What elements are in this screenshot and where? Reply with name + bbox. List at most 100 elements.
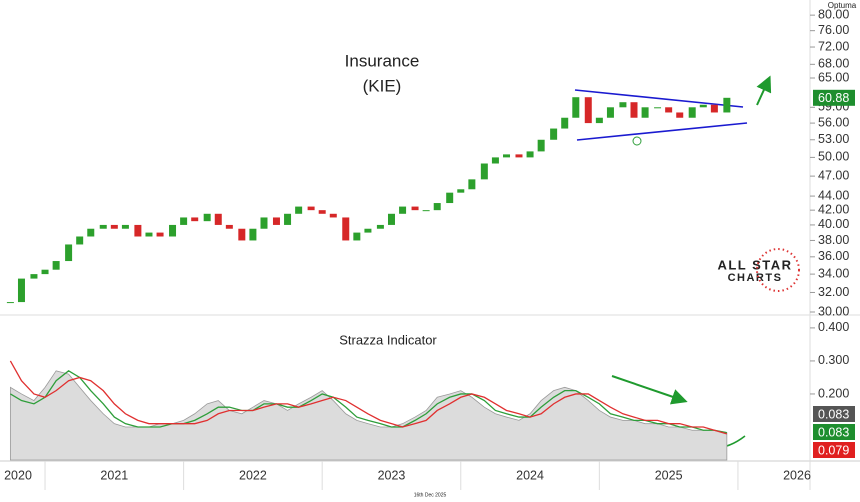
x-tick-label: 2023 bbox=[378, 468, 406, 482]
y-tick-label: 0.300 bbox=[818, 353, 849, 367]
candle bbox=[376, 224, 384, 229]
indicator-title: Strazza Indicator bbox=[339, 332, 437, 347]
last-value-box bbox=[813, 89, 855, 106]
y-tick-label: 44.00 bbox=[818, 188, 849, 202]
candle bbox=[214, 213, 222, 225]
candle bbox=[329, 213, 337, 218]
candle bbox=[665, 107, 673, 113]
candle bbox=[630, 102, 638, 118]
candle bbox=[180, 217, 188, 225]
y-tick-label: 0.200 bbox=[818, 386, 849, 400]
candle bbox=[121, 224, 129, 229]
candle bbox=[307, 206, 315, 211]
last-value-label: 60.88 bbox=[818, 91, 849, 105]
chart-title: Insurance bbox=[345, 51, 420, 70]
candle bbox=[225, 224, 233, 229]
candle bbox=[17, 278, 25, 303]
indicator-line bbox=[10, 370, 727, 434]
candle bbox=[156, 232, 164, 237]
y-tick-label: 36.00 bbox=[818, 249, 849, 263]
candle bbox=[41, 269, 49, 275]
candle bbox=[480, 163, 488, 180]
candle bbox=[619, 102, 627, 108]
trendline bbox=[576, 122, 748, 141]
x-tick-label: 2020 bbox=[4, 468, 32, 482]
candle bbox=[65, 244, 73, 262]
candle bbox=[723, 97, 731, 113]
y-tick-label: 53.00 bbox=[818, 132, 849, 146]
candle bbox=[238, 228, 246, 241]
candle bbox=[457, 189, 465, 193]
indicator-line bbox=[9, 360, 728, 435]
candle bbox=[145, 232, 153, 237]
last-value-box bbox=[813, 442, 855, 458]
y-tick-label: 32.00 bbox=[818, 285, 849, 299]
candle bbox=[353, 232, 361, 241]
y-tick-label: 0.400 bbox=[818, 320, 849, 334]
y-tick-label: 30.00 bbox=[818, 304, 849, 318]
candle bbox=[169, 224, 177, 237]
x-tick-label: 2022 bbox=[239, 468, 267, 482]
candle bbox=[364, 228, 372, 233]
last-value-label: 0.079 bbox=[818, 443, 849, 457]
candle bbox=[272, 217, 280, 225]
brand-ring bbox=[756, 248, 800, 292]
chart-subtitle: (KIE) bbox=[363, 76, 402, 95]
candle bbox=[203, 213, 211, 222]
candle bbox=[387, 213, 395, 225]
y-tick-label: 65.00 bbox=[818, 70, 849, 84]
last-value-box bbox=[813, 424, 855, 440]
candle bbox=[318, 210, 326, 214]
candle bbox=[550, 128, 558, 140]
candle bbox=[284, 213, 292, 225]
candle bbox=[515, 154, 523, 158]
x-tick-label: 2026 bbox=[783, 468, 811, 482]
y-tick-label: 40.00 bbox=[818, 217, 849, 231]
candle bbox=[191, 217, 199, 222]
candle bbox=[446, 192, 454, 204]
candle bbox=[433, 203, 441, 211]
candle bbox=[676, 112, 684, 118]
candle bbox=[584, 97, 592, 124]
candle bbox=[503, 154, 511, 158]
candle bbox=[491, 157, 499, 164]
candle bbox=[641, 107, 649, 118]
candle bbox=[561, 117, 569, 129]
candle bbox=[688, 107, 696, 118]
trendline bbox=[574, 89, 744, 108]
candle bbox=[76, 236, 84, 245]
candle bbox=[110, 224, 118, 229]
candle bbox=[526, 151, 534, 158]
candle bbox=[537, 139, 545, 152]
x-tick-label: 2021 bbox=[100, 468, 128, 482]
last-value-label: 0.083 bbox=[818, 425, 849, 439]
trend-arrow bbox=[611, 375, 688, 405]
candle bbox=[422, 210, 430, 212]
y-tick-label: 56.00 bbox=[818, 115, 849, 129]
candle bbox=[399, 206, 407, 214]
candle bbox=[468, 179, 476, 190]
y-tick-label: 80.00 bbox=[818, 7, 849, 21]
candle bbox=[30, 274, 38, 279]
candle bbox=[710, 104, 718, 113]
candle bbox=[249, 228, 257, 241]
candle bbox=[606, 107, 614, 118]
candle bbox=[260, 217, 268, 229]
candle bbox=[699, 104, 707, 108]
plot: 30.00 32.00 34.00 36.00 38.00 40.0042.0044.00… bbox=[4, 7, 855, 490]
last-value-box bbox=[813, 406, 855, 422]
x-tick-label: 2025 bbox=[655, 468, 683, 482]
y-tick-label: 47.00 bbox=[818, 168, 849, 182]
candle bbox=[595, 117, 603, 124]
y-tick-label: 38.00 bbox=[818, 233, 849, 247]
logo: Optuma bbox=[828, 1, 857, 10]
brand-line: CHARTS bbox=[728, 272, 783, 284]
candle bbox=[134, 224, 142, 237]
y-tick-label: 76.00 bbox=[818, 23, 849, 37]
candle bbox=[342, 217, 350, 241]
y-tick-label: 42.00 bbox=[818, 202, 849, 216]
candle bbox=[99, 224, 107, 229]
indicator-area bbox=[9, 370, 728, 461]
